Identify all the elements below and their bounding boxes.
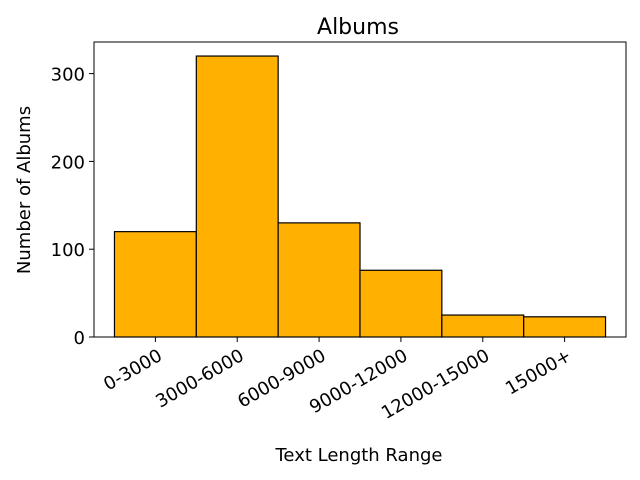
x-tick-label: 0-3000 — [100, 345, 166, 395]
y-tick-label: 300 — [51, 65, 85, 86]
x-axis-label: Text Length Range — [275, 445, 443, 466]
x-tick-label: 3000-6000 — [152, 345, 247, 412]
bar — [277, 222, 361, 338]
y-tick-label: 200 — [51, 152, 85, 173]
x-tick-label: 15000+ — [502, 345, 575, 399]
y-tick-label: 0 — [74, 328, 85, 349]
chart-title: Albums — [317, 15, 399, 40]
plot-frame — [93, 41, 627, 338]
bar — [195, 55, 279, 338]
y-tick-label: 100 — [51, 240, 85, 261]
y-axis-label: Number of Albums — [14, 106, 35, 274]
bar — [359, 269, 443, 338]
bar — [441, 314, 525, 338]
bar — [523, 316, 607, 338]
bar — [113, 231, 197, 338]
